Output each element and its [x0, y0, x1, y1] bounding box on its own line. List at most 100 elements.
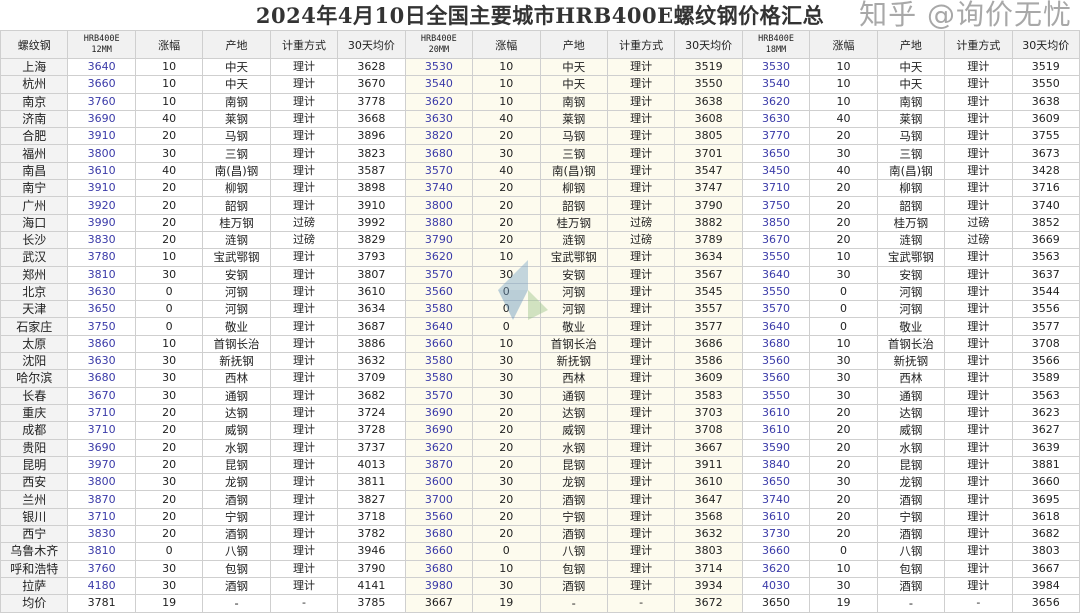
price-cell: 3830	[67, 230, 136, 250]
origin-cell: 龙钢	[202, 473, 271, 492]
change-cell: 10	[134, 57, 204, 77]
change-cell: 0	[809, 542, 878, 561]
change-cell: 20	[134, 455, 204, 475]
avg-30-day-cell: 3910	[337, 196, 406, 215]
price-cell: 3660	[741, 542, 811, 561]
header-rebar: 螺纹钢	[0, 30, 69, 59]
header-spec-size: 12MM	[91, 44, 112, 55]
weighing-method-cell: 理计	[606, 92, 676, 111]
change-cell: 0	[472, 282, 541, 302]
avg-30-day-cell: 3984	[1011, 576, 1080, 596]
price-cell: 3660	[67, 75, 136, 94]
change-cell: 20	[809, 230, 878, 250]
origin-cell: 首钢长治	[202, 334, 271, 354]
origin-cell: 中天	[539, 57, 608, 77]
price-cell: 3610	[67, 161, 136, 181]
avg-30-day-cell: 3672	[674, 594, 743, 613]
city-cell: 西宁	[0, 525, 69, 544]
weighing-method-cell: 理计	[269, 282, 339, 302]
change-cell: 30	[472, 144, 541, 163]
origin-cell: 马钢	[539, 127, 608, 146]
weighing-method-cell: 理计	[944, 421, 1013, 440]
weighing-method-cell: 理计	[606, 352, 676, 371]
price-cell: 3680	[404, 559, 474, 578]
change-cell: 40	[472, 161, 541, 181]
weighing-method-cell: 理计	[606, 248, 676, 267]
origin-cell: 南(昌)钢	[876, 161, 946, 181]
avg-30-day-cell: 3716	[1011, 179, 1080, 198]
weighing-method-cell: 理计	[606, 438, 676, 457]
weighing-method-cell: 理计	[269, 92, 339, 111]
origin-cell: 宝武鄂钢	[539, 248, 608, 267]
header-origin: 产地	[876, 30, 946, 59]
price-cell: 3570	[404, 386, 474, 405]
price-cell: 3550	[741, 282, 811, 302]
weighing-method-cell: 过磅	[269, 213, 339, 232]
origin-cell: 河钢	[539, 282, 608, 302]
origin-cell: 酒钢	[539, 490, 608, 509]
avg-30-day-cell: 3790	[674, 196, 743, 215]
avg-30-day-cell: 3610	[674, 473, 743, 492]
origin-cell: 酒钢	[539, 576, 608, 596]
avg-30-day-cell: 3647	[674, 490, 743, 509]
avg-30-day-cell: 3519	[674, 57, 743, 77]
price-cell: 3620	[404, 438, 474, 457]
origin-cell: 通钢	[876, 386, 946, 405]
avg-30-day-cell: 3637	[1011, 265, 1080, 284]
avg-30-day-cell: 3852	[1011, 213, 1080, 232]
price-cell: 3770	[741, 127, 811, 146]
weighing-method-cell: 理计	[606, 421, 676, 440]
change-cell: 30	[809, 369, 878, 388]
price-cell: 4180	[67, 576, 136, 596]
price-cell: 3760	[67, 92, 136, 111]
weighing-method-cell: 过磅	[269, 230, 339, 250]
origin-cell: 中天	[876, 57, 946, 77]
avg-30-day-cell: 3682	[337, 386, 406, 405]
weighing-method-cell: 理计	[269, 473, 339, 492]
weighing-method-cell: 理计	[944, 144, 1013, 163]
table-row: 武汉 3780 10 宝武鄂钢 理计 3793 3620 10 宝武鄂钢 理计 3634 3550 10…	[0, 248, 1080, 267]
header-spec-grade: HRB400E	[83, 33, 120, 44]
price-cell: 3800	[67, 144, 136, 163]
change-cell: 20	[472, 421, 541, 440]
change-cell: 20	[472, 438, 541, 457]
table-row: 呼和浩特 3760 30 包钢 理计 3790 3680 10 包钢 理计 3714 3620 10 包钢…	[0, 559, 1080, 578]
weighing-method-cell: 理计	[606, 559, 676, 578]
origin-cell: 三钢	[539, 144, 608, 163]
change-cell: 30	[809, 352, 878, 371]
city-cell: 哈尔滨	[0, 369, 69, 388]
origin-cell: 首钢长治	[539, 334, 608, 354]
city-cell: 呼和浩特	[0, 559, 69, 578]
origin-cell: 新抚钢	[876, 352, 946, 371]
change-cell: 19	[809, 594, 878, 613]
price-cell: 3640	[741, 265, 811, 284]
change-cell: 30	[134, 144, 204, 163]
price-cell: 3690	[67, 438, 136, 457]
table-row: 郑州 3810 30 安钢 理计 3807 3570 30 安钢 理计 3567 3640 30 安钢 理计…	[0, 265, 1080, 284]
weighing-method-cell: 理计	[269, 161, 339, 181]
origin-cell: 桂万钢	[876, 213, 946, 232]
origin-cell: 中天	[202, 57, 271, 77]
city-cell: 长沙	[0, 230, 69, 250]
origin-cell: 韶钢	[876, 196, 946, 215]
change-cell: 30	[134, 473, 204, 492]
avg-30-day-cell: 3669	[1011, 230, 1080, 250]
price-cell: 3620	[404, 248, 474, 267]
change-cell: 30	[134, 386, 204, 405]
avg-30-day-cell: 3724	[337, 403, 406, 423]
price-cell: 3640	[741, 317, 811, 336]
header-avg30: 30天均价	[674, 30, 743, 59]
avg-30-day-cell: 3789	[674, 230, 743, 250]
city-cell: 郑州	[0, 265, 69, 284]
weighing-method-cell: 理计	[944, 507, 1013, 527]
price-cell: 3560	[741, 352, 811, 371]
weighing-method-cell: 理计	[944, 559, 1013, 578]
change-cell: 30	[472, 352, 541, 371]
price-cell: 3710	[67, 403, 136, 423]
avg-30-day-cell: 3608	[674, 109, 743, 129]
city-cell: 济南	[0, 109, 69, 129]
weighing-method-cell: 理计	[606, 369, 676, 388]
city-cell: 西安	[0, 473, 69, 492]
weighing-method-cell: 理计	[269, 75, 339, 94]
avg-30-day-cell: 3632	[337, 352, 406, 371]
